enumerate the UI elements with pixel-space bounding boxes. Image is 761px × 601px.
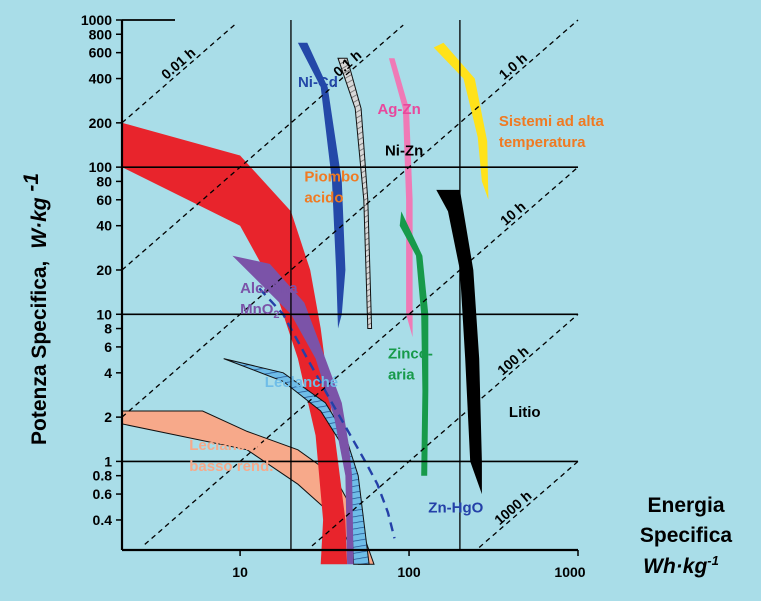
y-tick-label: 400 — [89, 71, 113, 87]
time-line-1000-h — [478, 460, 579, 548]
y-tick-label: 8 — [104, 321, 112, 337]
series-label-sistemi-ad-alta-temperatura: Sistemi ad alta temperatura — [499, 113, 605, 151]
y-tick-label: 80 — [96, 173, 112, 189]
time-line-10-h — [144, 166, 579, 545]
series-label-leclanch-basso-rend: Leclanché basso rend. — [189, 437, 273, 475]
labels-layer: Leclanché basso rend. Piombo acido Leclanché… — [189, 74, 604, 516]
series-label-ag-zn: Ag-Zn — [377, 101, 420, 118]
series-alcalina-mno2 — [232, 255, 354, 565]
grid-layer — [122, 20, 578, 550]
y-tick-label: 200 — [89, 115, 113, 131]
series-zn-ag-rosa — [388, 58, 413, 338]
y-tick-label: 40 — [96, 218, 112, 234]
x-axis-title-line1: Energia — [647, 494, 724, 517]
y-tick-label: 60 — [96, 192, 112, 208]
y-tick-label: 0.8 — [93, 468, 113, 484]
series-label-alcalina-mno2: Alcalina MnO2 — [240, 280, 298, 321]
series-zinco-aria — [399, 211, 429, 476]
y-tick-label: 2 — [104, 409, 112, 425]
x-axis-title-line2: Specifica — [640, 524, 733, 547]
series-leclanch — [223, 358, 370, 565]
y-tick-label: 800 — [89, 26, 113, 42]
series-label-ni-zn: Ni-Zn — [385, 142, 423, 159]
time-line-label-0-01-h: 0.01 h — [158, 44, 198, 82]
x-tick-label: 100 — [397, 564, 421, 580]
series-sistemi-ad-alta-temperatura — [433, 42, 489, 200]
x-axis-unit: Wh·kg-1 — [643, 553, 719, 578]
x-tick-label: 1000 — [554, 564, 585, 580]
y-tick-label: 600 — [89, 45, 113, 61]
y-axis-title: Potenza Specifica, W·kg -1 — [20, 173, 51, 445]
y-tick-label: 1 — [104, 453, 112, 469]
series-label-leclanch: Leclanché — [265, 374, 338, 391]
y-tick-label: 100 — [89, 159, 113, 175]
time-line-0-1-h — [121, 24, 404, 271]
y-tick-label: 0.4 — [93, 512, 113, 528]
series-label-piombo-acido: Piombo acido — [304, 168, 359, 206]
y-tick-label: 6 — [104, 339, 112, 355]
x-tick-label: 10 — [232, 564, 248, 580]
time-line-label-1000-h: 1000 h — [491, 487, 534, 528]
series-litio — [436, 189, 482, 495]
y-tick-label: 20 — [96, 262, 112, 278]
time-line-0-01-h — [121, 23, 237, 124]
series-label-zn-hgo: Zn-HgO — [428, 499, 483, 516]
y-tick-label: 0.6 — [93, 486, 113, 502]
series-ni-cd — [297, 42, 346, 329]
series-label-litio: Litio — [509, 404, 541, 421]
series-label-zinco-aria: Zinco-aria — [388, 346, 433, 384]
y-tick-label: 1000 — [81, 12, 112, 28]
time-line-100-h — [311, 313, 579, 547]
time-line-1-0-h — [121, 19, 579, 418]
series-ag-zn — [337, 57, 373, 329]
y-tick-label: 10 — [96, 306, 112, 322]
series-layer — [121, 42, 489, 565]
y-tick-label: 4 — [104, 365, 112, 381]
axes-layer: 0.40.60.81246810204060801002004006008001… — [81, 12, 586, 580]
time-line-label-1-0-h: 1.0 h — [496, 50, 531, 83]
series-label-ni-cd: Ni-Cd — [298, 74, 338, 91]
